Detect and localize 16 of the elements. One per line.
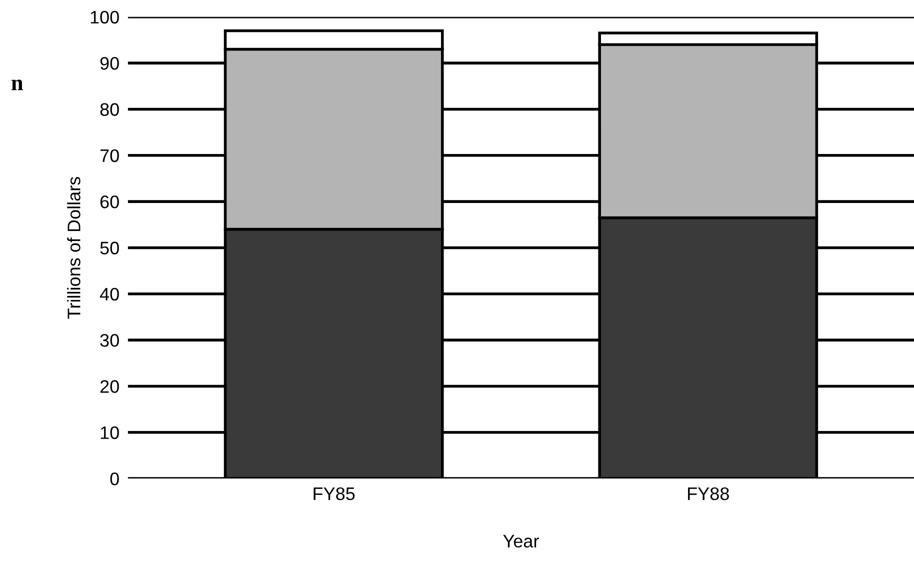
y-tick-label: 10 xyxy=(100,426,119,440)
x-tick-label: FY88 xyxy=(688,487,729,500)
y-tick-label: 70 xyxy=(100,149,119,162)
x-tick-label: FY85 xyxy=(314,487,355,500)
y-tick-label: 50 xyxy=(100,242,119,254)
y-tick-label: 20 xyxy=(100,380,119,393)
x-axis-title: Year xyxy=(503,534,539,548)
y-tick-label: 60 xyxy=(100,195,119,208)
y-tick-label: 100 xyxy=(90,10,119,24)
y-tick-label: 80 xyxy=(100,103,119,116)
y-tick-label: 40 xyxy=(100,288,119,301)
y-tick-label: 30 xyxy=(100,334,119,347)
y-tick-label: 0 xyxy=(110,472,119,486)
text: n xyxy=(12,80,23,90)
y-axis-title: Trillions of Dollars xyxy=(67,176,80,319)
y-tick-label: 90 xyxy=(100,56,119,70)
